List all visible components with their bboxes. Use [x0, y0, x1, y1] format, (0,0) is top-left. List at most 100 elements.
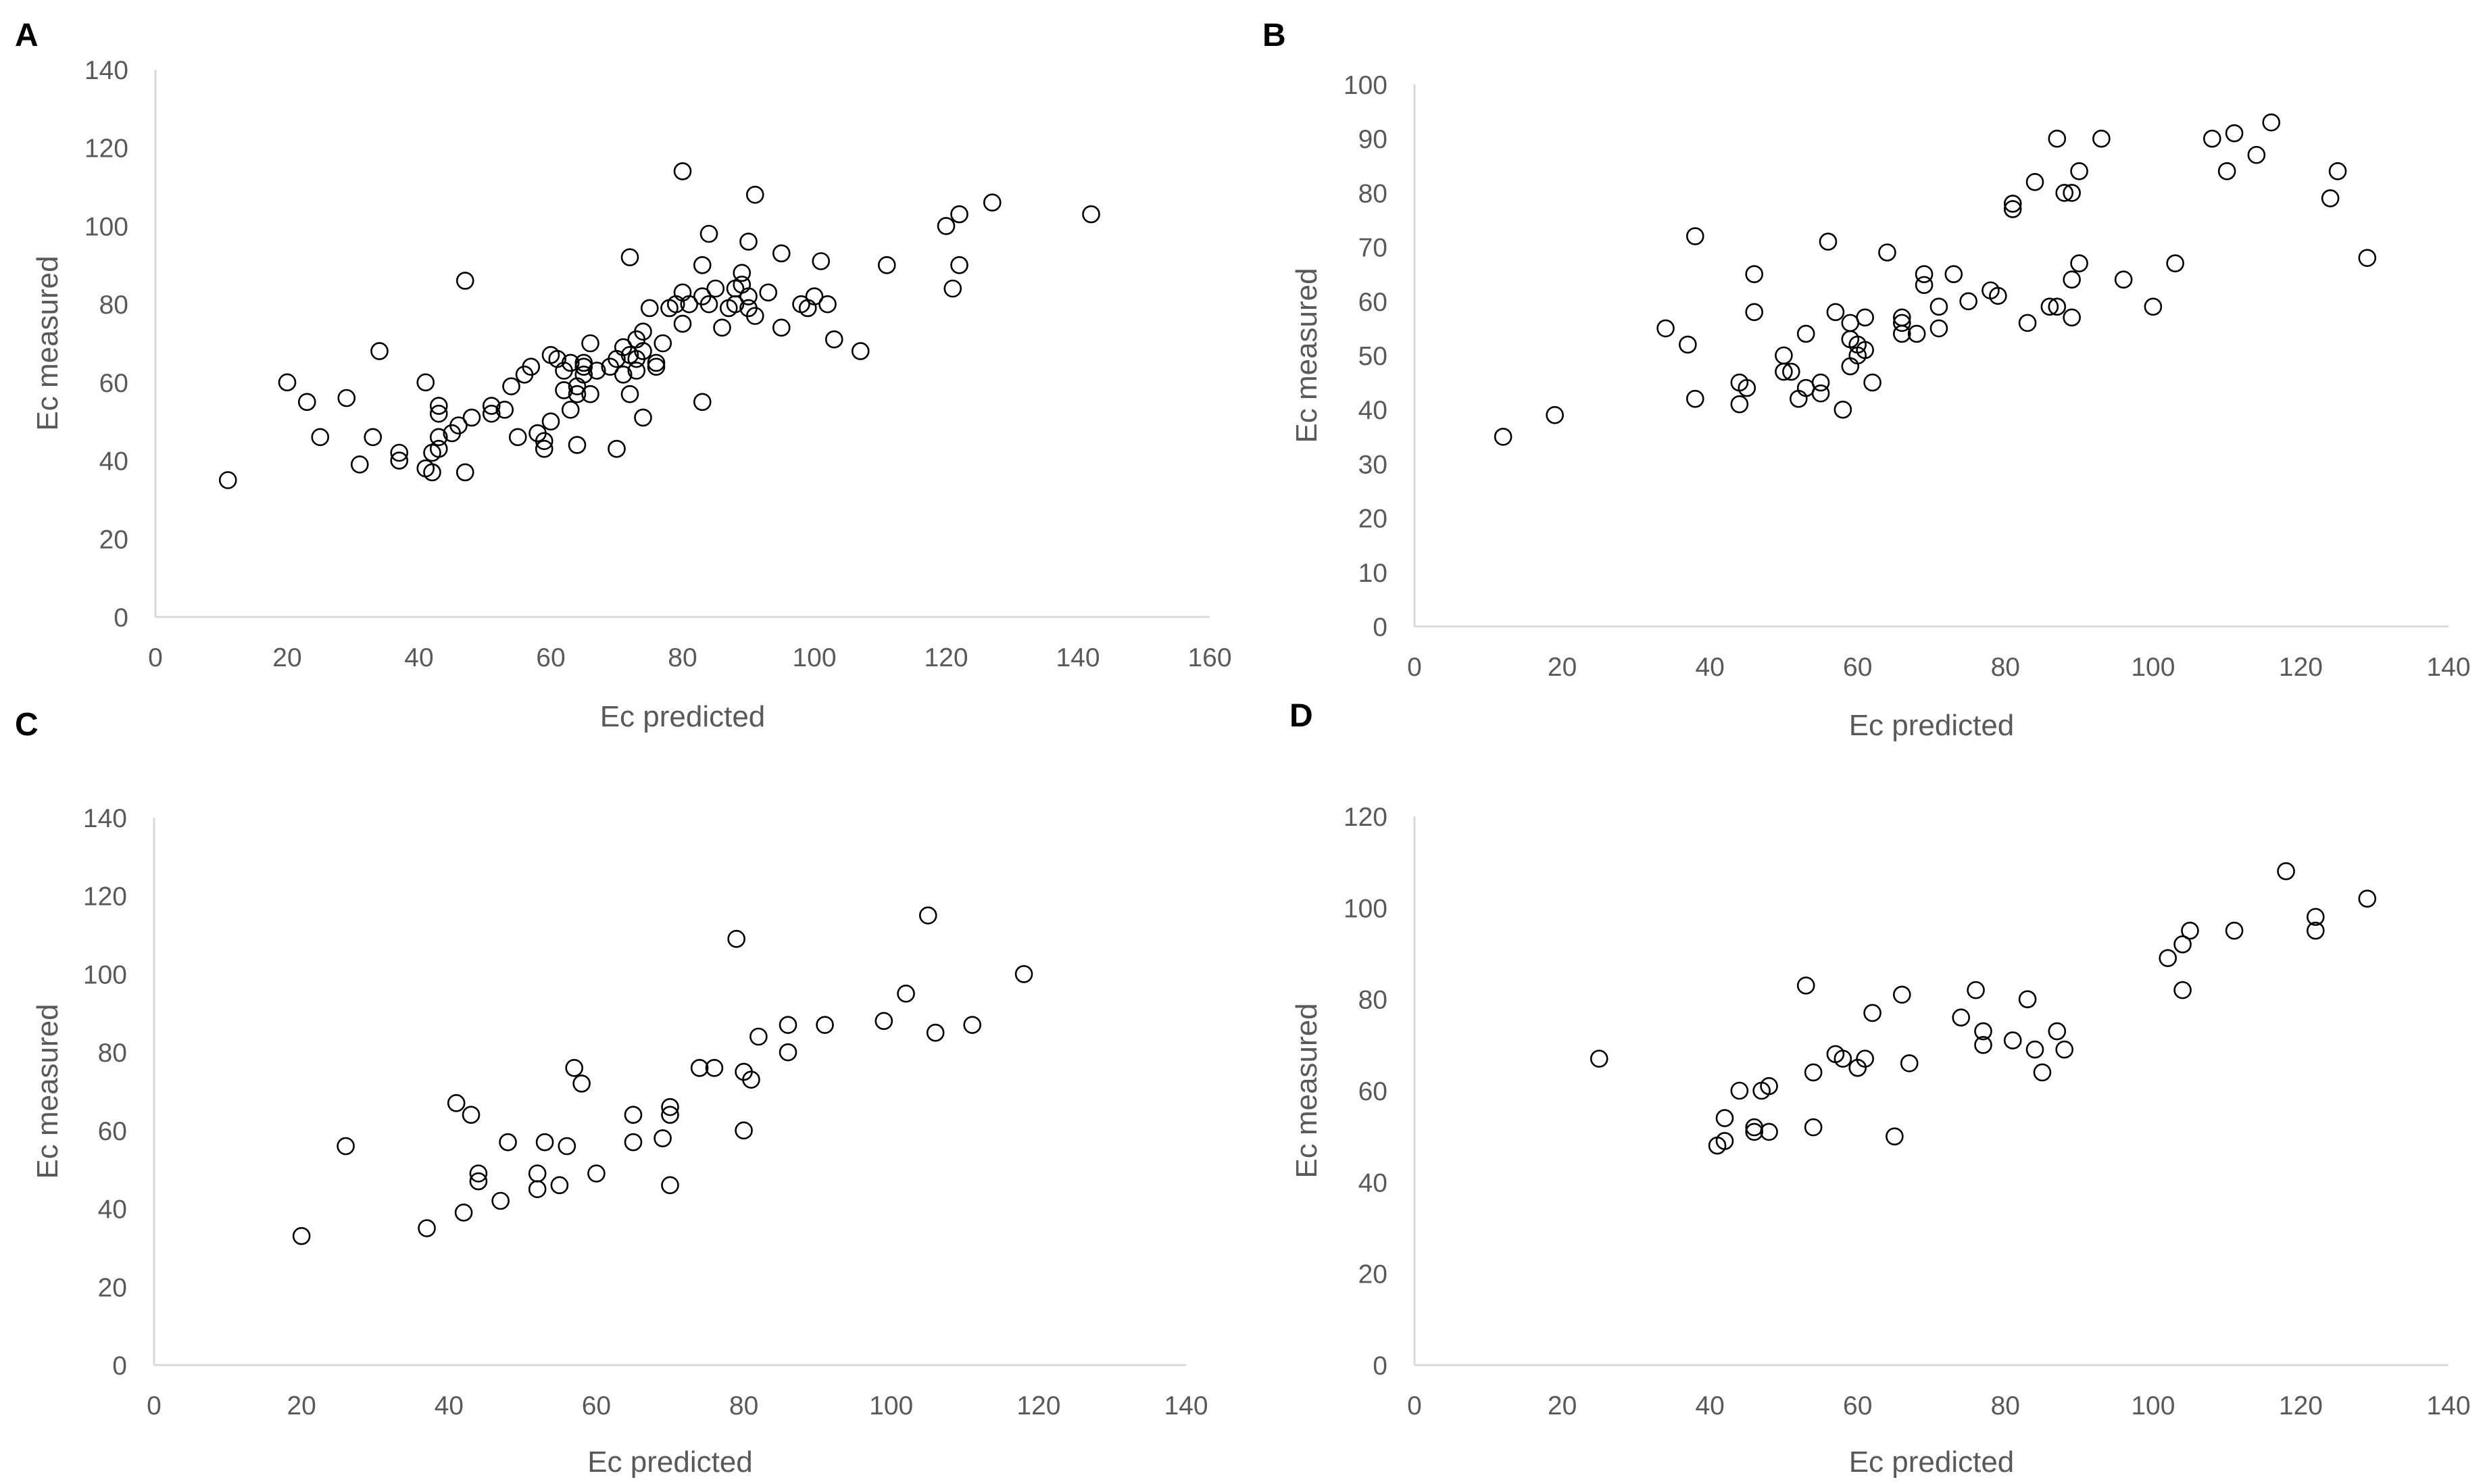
panel-b-data-point: [1811, 373, 1830, 392]
panel-a-data-point: [561, 353, 580, 372]
panel-d-data-point: [2048, 1022, 2067, 1041]
panel-a-data-point: [614, 365, 633, 384]
panel-c-y-tick-label: 0: [112, 1352, 127, 1381]
panel-c-x-tick-label: 140: [1164, 1391, 1208, 1420]
panel-a-data-point: [825, 330, 843, 349]
panel-a-x-axis-title: Ec predicted: [600, 700, 766, 733]
panel-b: B 0 20 40 60 80 100 120 140 0 10 20 30 40 50 60 70 80 90 1…: [1262, 18, 2471, 742]
panel-a-y-tick-label: 80: [99, 291, 128, 320]
panel-d-data-point: [2173, 935, 2192, 954]
panel-c-data-point: [418, 1219, 436, 1237]
panel-a-data-point: [805, 287, 824, 305]
panel-a-x-tick-label: 20: [272, 643, 301, 672]
panel-c-y-tick-label: 40: [98, 1195, 127, 1225]
panel-a-x-tick-label: 60: [536, 643, 565, 672]
panel-a-data-point: [759, 283, 778, 302]
panel-a-data-point: [772, 244, 791, 263]
panel-c-data-point: [963, 1016, 981, 1034]
panel-a-data-point: [456, 463, 474, 482]
panel-d-data-point: [1974, 1036, 1992, 1054]
panel-d-y-tick-label: 60: [1358, 1077, 1387, 1106]
panel-a-x-tick-label: 160: [1187, 643, 1231, 672]
panel-b-data-point: [2048, 297, 2067, 316]
panel-b-x-tick-label: 40: [1695, 653, 1724, 682]
panel-a-data-point: [693, 393, 712, 412]
panel-a-y-tick-label: 40: [99, 447, 128, 476]
panel-b-x-axis-title: Ec predicted: [1849, 709, 2015, 742]
panel-c-data-point: [462, 1106, 481, 1124]
panel-c-x-tick-label: 40: [435, 1391, 464, 1420]
panel-b-data-point: [1841, 314, 1860, 332]
panel-a-data-point: [608, 439, 626, 458]
panel-c-letter: C: [15, 707, 39, 743]
panel-b-data-point: [1730, 395, 1749, 414]
panel-a-data-point: [297, 393, 316, 412]
panel-a-y-axis-title: Ec measured: [31, 255, 64, 430]
panel-c-data-point: [661, 1097, 679, 1116]
panel-a-data-point: [568, 385, 587, 403]
panel-a-data-point: [581, 334, 599, 353]
panel-b-data-point: [2203, 129, 2221, 148]
panel-b-x-tick-label: 100: [2131, 653, 2175, 682]
panel-d-data-point: [2003, 1031, 2022, 1049]
panel-b-chart: 0 20 40 60 80 100 120 140 0 10 20 30 40 50 60 70 80 90 100…: [1290, 71, 2471, 742]
panel-b-data-point: [1775, 346, 1793, 365]
panel-c-data-point: [779, 1043, 797, 1062]
panel-b-data-point: [2114, 270, 2133, 289]
panel-b-x-tick-label: 120: [2279, 653, 2323, 682]
panel-b-data-point: [1686, 227, 1704, 245]
panel-d-data-point: [1804, 1118, 1823, 1137]
panel-a-data-point: [561, 401, 580, 419]
panel-c-data-point: [528, 1180, 547, 1198]
panel-a-data-point: [713, 318, 731, 337]
panel-d-y-tick-label: 80: [1358, 986, 1387, 1015]
panel-a-data-point: [693, 255, 712, 274]
panel-c-data-point: [690, 1058, 709, 1077]
panel-b-data-point: [1863, 373, 1881, 392]
panel-a-y-tick-label: 100: [84, 212, 128, 241]
panel-d-data-point: [1804, 1063, 1823, 1082]
panel-a-data-point: [574, 353, 593, 372]
panel-a-data-point: [654, 334, 672, 353]
panel-a-data-point: [706, 279, 725, 298]
panel-c-data-point: [816, 1016, 834, 1034]
panel-b-y-tick-label: 40: [1358, 396, 1387, 425]
panel-a-data-point: [555, 381, 573, 399]
panel-b-data-point: [1856, 341, 1874, 360]
panel-a-data-point: [574, 365, 593, 384]
panel-a-data-point: [733, 264, 752, 282]
panel-b-data-point: [2025, 173, 2044, 191]
panel-a-data-point: [278, 373, 297, 392]
panel-c-data-point: [491, 1191, 510, 1210]
panel-a-data-point: [673, 314, 692, 333]
panel-a-x-tick-label: 0: [148, 643, 163, 672]
panel-c-data-point: [292, 1227, 311, 1245]
panel-a-data-point: [535, 439, 553, 458]
panel-a-data-point: [1082, 205, 1100, 224]
panel-a-data-point: [647, 353, 666, 372]
panel-d-data-point: [2025, 1040, 2044, 1059]
panel-a-x-tick-label: 80: [668, 643, 697, 672]
panel-a-data-point: [337, 389, 356, 407]
panel-c-x-tick-label: 80: [729, 1391, 758, 1420]
panel-b-data-point: [2225, 124, 2244, 143]
panel-a-data-point: [587, 362, 606, 380]
panel-d-data-point: [2277, 862, 2295, 881]
panel-a-data-point: [943, 279, 962, 298]
panel-c-x-tick-label: 100: [869, 1391, 913, 1420]
panel-a-data-point: [482, 404, 501, 423]
panel-b-data-point: [2063, 308, 2081, 327]
panel-c-data-point: [337, 1137, 355, 1156]
panel-d-data-point: [1886, 1127, 1904, 1145]
panel-b-data-point: [2070, 162, 2088, 180]
panel-c-y-tick-label: 20: [98, 1273, 127, 1302]
panel-b-data-point: [1679, 335, 1697, 354]
panel-c-data-point: [1014, 965, 1033, 983]
panel-d-data-point: [2306, 921, 2325, 940]
panel-d-y-tick-label: 0: [1373, 1352, 1387, 1381]
panel-a-data-point: [495, 401, 514, 419]
panel-b-x-tick-label: 80: [1991, 653, 2020, 682]
panel-d-data-point: [1760, 1122, 1778, 1141]
panel-c-data-point: [454, 1204, 473, 1222]
panel-b-data-point: [1656, 319, 1675, 338]
